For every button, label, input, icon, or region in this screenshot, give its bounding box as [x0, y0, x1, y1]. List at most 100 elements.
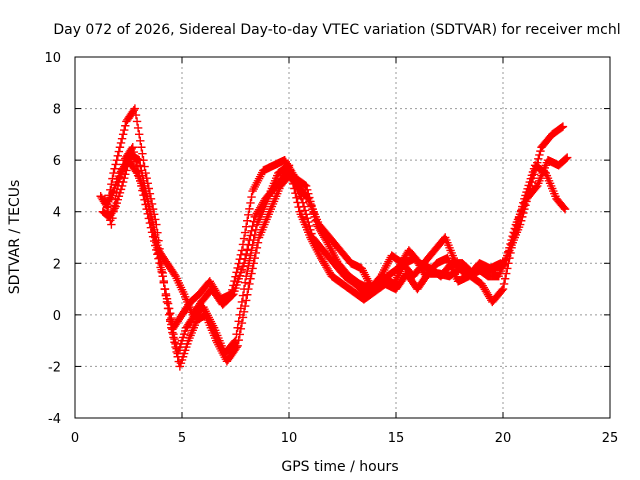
plus-marker — [523, 184, 532, 193]
plus-marker — [108, 213, 117, 223]
plus-marker — [178, 352, 188, 361]
plus-marker — [160, 284, 170, 294]
plus-marker — [231, 283, 240, 293]
plus-marker — [301, 210, 311, 219]
plus-marker — [247, 192, 256, 202]
plus-marker — [115, 143, 125, 152]
plus-marker — [176, 359, 186, 368]
plus-marker — [299, 202, 309, 211]
plus-marker — [302, 213, 312, 223]
plus-marker — [527, 171, 537, 180]
plus-marker — [245, 279, 254, 289]
plus-marker — [234, 335, 243, 345]
plus-marker — [230, 337, 239, 347]
plus-marker — [146, 210, 156, 219]
plus-marker — [508, 232, 517, 241]
plus-marker — [163, 304, 173, 313]
plot-frame — [74, 56, 611, 419]
plus-marker — [240, 228, 250, 237]
plus-marker — [252, 243, 262, 253]
plus-marker — [507, 235, 516, 245]
plus-marker — [249, 259, 258, 268]
plus-marker — [128, 143, 137, 152]
plus-marker — [245, 256, 254, 265]
plus-marker — [130, 152, 140, 162]
plus-marker — [301, 181, 311, 191]
plus-marker — [236, 268, 246, 277]
plus-marker — [140, 162, 149, 171]
plus-marker — [534, 154, 543, 164]
x-tick-label: 15 — [388, 431, 405, 446]
plus-marker — [304, 217, 313, 227]
y-tick-label: 2 — [53, 257, 61, 272]
plus-marker — [248, 264, 257, 273]
plus-marker — [111, 160, 120, 169]
plus-marker — [137, 143, 146, 152]
plus-marker — [149, 225, 159, 234]
plus-marker — [177, 355, 187, 365]
plus-marker — [557, 123, 567, 132]
plus-marker — [499, 279, 509, 289]
plus-marker — [112, 155, 121, 165]
plus-marker — [496, 259, 506, 268]
plus-marker — [233, 277, 242, 287]
plus-marker — [172, 347, 181, 357]
plus-marker — [131, 110, 141, 120]
plus-marker — [181, 326, 190, 336]
plus-marker — [292, 193, 301, 202]
plus-marker — [133, 123, 143, 133]
plus-marker — [247, 246, 256, 255]
plus-marker — [243, 245, 252, 254]
plus-marker — [237, 297, 247, 307]
plus-marker — [240, 278, 250, 287]
plus-marker — [138, 149, 147, 158]
plus-marker — [129, 147, 139, 157]
plus-marker — [132, 117, 142, 126]
x-tick-label: 25 — [602, 431, 619, 446]
plus-marker — [247, 226, 256, 235]
plus-marker — [233, 263, 242, 273]
plus-marker — [238, 313, 248, 322]
plus-marker — [239, 259, 249, 268]
plus-marker — [243, 266, 252, 276]
plus-marker — [145, 204, 155, 214]
plus-marker — [155, 258, 164, 268]
plus-marker — [509, 228, 518, 237]
plus-marker — [167, 323, 176, 332]
plus-marker — [244, 284, 253, 294]
plus-marker — [502, 269, 511, 278]
plus-marker — [152, 235, 161, 245]
plus-marker — [298, 198, 308, 207]
y-tick-label: 8 — [53, 103, 61, 118]
plus-marker — [307, 229, 316, 238]
plus-marker — [246, 198, 255, 208]
plus-marker — [181, 346, 190, 355]
plus-marker — [107, 220, 116, 229]
plus-marker — [240, 301, 250, 311]
plus-marker — [175, 362, 185, 371]
plus-marker — [237, 265, 247, 274]
plus-marker — [235, 271, 244, 280]
plus-marker — [251, 248, 261, 258]
plus-marker — [239, 234, 249, 243]
series-track-d — [102, 155, 506, 320]
plus-marker — [151, 230, 160, 240]
y-tick-label: 0 — [53, 309, 61, 324]
plus-marker — [130, 104, 140, 113]
plus-marker — [243, 216, 252, 225]
plus-marker — [248, 221, 257, 231]
plus-marker — [182, 342, 191, 352]
y-tick-label: 6 — [53, 154, 61, 169]
plus-marker — [525, 177, 534, 187]
x-axis-label: GPS time / hours — [281, 459, 398, 475]
plus-marker — [169, 333, 178, 342]
plus-marker — [183, 339, 192, 349]
plus-marker — [560, 204, 570, 214]
plus-marker — [235, 330, 244, 339]
plus-marker — [536, 146, 545, 156]
plus-marker — [240, 254, 250, 263]
plus-marker — [246, 251, 255, 260]
plus-marker — [506, 239, 515, 249]
y-tick-label: 4 — [53, 206, 61, 221]
plus-marker — [238, 291, 248, 300]
